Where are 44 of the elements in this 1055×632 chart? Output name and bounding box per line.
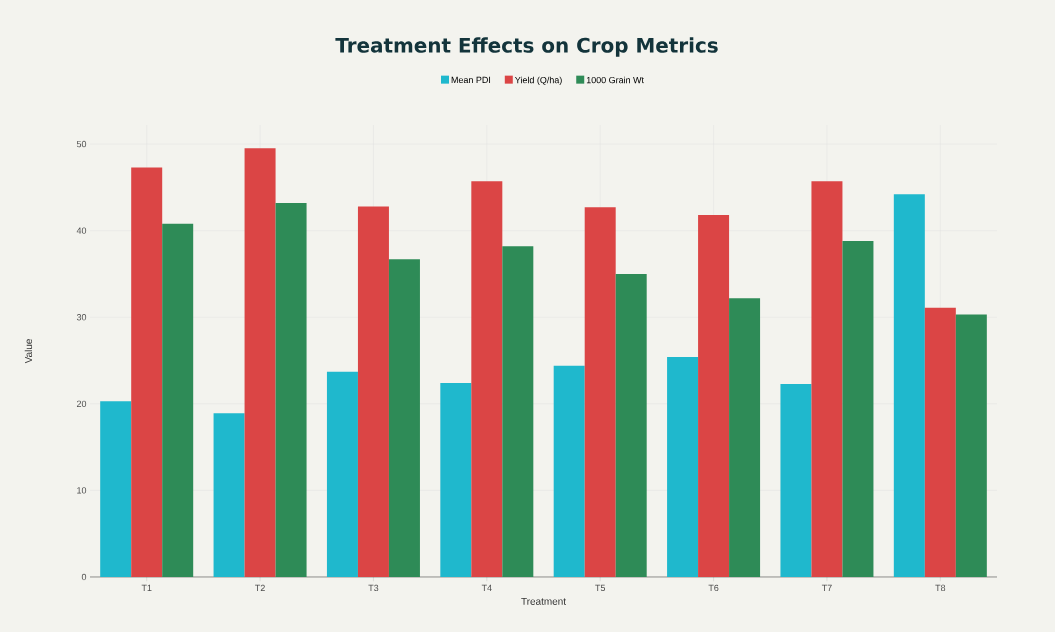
- bar: [275, 202, 307, 577]
- y-tick-label: 50: [76, 140, 87, 148]
- bar: [842, 241, 874, 577]
- legend-label: Yield (Q/ha): [514, 76, 562, 86]
- x-tick-label: T5: [595, 584, 606, 592]
- bar: [131, 167, 163, 577]
- chart-title: Treatment Effects on Crop Metrics: [335, 37, 718, 57]
- bar: [553, 365, 585, 577]
- y-tick-label: 0: [81, 573, 87, 581]
- bar: [924, 307, 956, 577]
- bar: [100, 401, 132, 577]
- legend-label: 1000 Grain Wt: [586, 76, 644, 84]
- y-tick-label: 30: [76, 314, 87, 321]
- y-tick-label: 10: [77, 487, 87, 494]
- bar: [584, 207, 616, 577]
- x-tick-label: T8: [935, 584, 946, 592]
- x-tick-label: T3: [368, 584, 379, 592]
- x-tick-label: T7: [821, 584, 832, 591]
- legend-label: Mean PDI: [451, 76, 491, 84]
- bar: [162, 223, 194, 577]
- bar: [357, 206, 389, 577]
- bar: [729, 298, 761, 577]
- y-tick-label: 20: [76, 400, 87, 407]
- bar: [955, 314, 987, 577]
- x-tick-label: T4: [481, 584, 492, 591]
- bar: [811, 181, 843, 577]
- bar: [893, 194, 925, 577]
- bar: [615, 273, 647, 577]
- bar: [471, 181, 503, 577]
- y-axis-title: Value: [24, 339, 33, 364]
- x-tick-label: T1: [141, 584, 152, 591]
- bar: [440, 383, 472, 577]
- bar: [780, 383, 812, 577]
- x-tick-label: T6: [708, 584, 719, 592]
- bar: [667, 357, 699, 577]
- bar: [502, 246, 534, 577]
- bar: [388, 259, 420, 577]
- bar: [244, 148, 276, 577]
- y-tick-label: 40: [76, 227, 87, 234]
- x-tick-label: T2: [255, 584, 265, 592]
- bar: [213, 413, 245, 577]
- bar: [326, 371, 358, 577]
- x-axis-title: Treatment: [521, 597, 566, 605]
- bar: [698, 215, 730, 577]
